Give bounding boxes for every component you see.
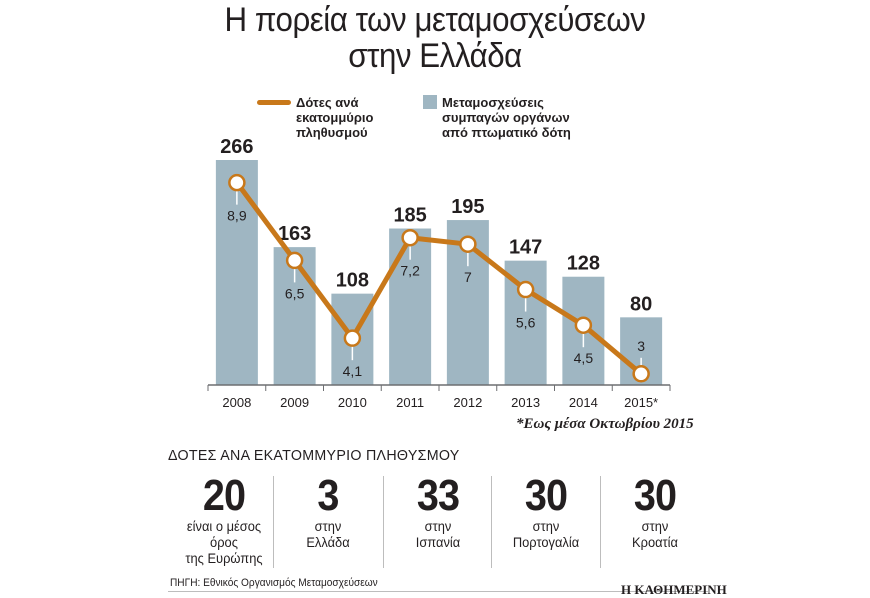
donor-rate-point: [343, 329, 362, 347]
stat-value: 3: [317, 471, 339, 520]
x-tick-label: 2008: [222, 395, 251, 410]
legend-line-swatch: [257, 100, 291, 105]
stat-label: είναι ο μέσος όρος της Ευρώπης: [185, 518, 263, 566]
donor-rate-point: [574, 316, 593, 334]
stat-value: 20: [202, 471, 246, 520]
donor-rate-label: 6,5: [285, 285, 305, 301]
stat-label: στην Ελλάδα: [306, 518, 350, 550]
stat-divider: [491, 476, 492, 568]
bar-value-label: 266: [220, 136, 253, 158]
legend-line-label: Δότες ανά εκατομμύριο πληθυσμού: [296, 95, 374, 140]
bar-value-label: 147: [509, 237, 542, 259]
stat-label: στην Κροατία: [632, 518, 678, 550]
stat-item: 30 στην Πορτογαλία: [494, 471, 598, 551]
stat-divider: [383, 476, 384, 568]
donor-rate-point: [632, 365, 650, 383]
chart-title-line-1: Η πορεία των μεταμοσχεύσεων: [224, 1, 646, 39]
footnote: *Εως μέσα Οκτωβρίου 2015: [516, 416, 694, 432]
bar-value-label: 185: [393, 205, 426, 227]
stat-item: 3 στην Ελλάδα: [276, 471, 380, 551]
donor-rate-label: 4,1: [343, 363, 363, 379]
bar-value-label: 108: [336, 270, 369, 292]
donor-rate-point: [228, 173, 246, 192]
combo-chart: 266 163 108 185 195 147 128 80 2008 2009 2010 2011 2…: [207, 136, 671, 410]
donor-rate-point: [285, 251, 304, 270]
bar-value-label: 163: [278, 223, 311, 245]
stat-item: 20 είναι ο μέσος όρος της Ευρώπης: [172, 471, 276, 567]
stat-divider: [600, 476, 601, 568]
donor-rate-label: 7,2: [400, 263, 420, 279]
donor-rate-point: [401, 228, 419, 247]
legend-bar-swatch: [423, 95, 437, 109]
donor-rate-label: 4,5: [574, 350, 594, 366]
stat-value: 30: [524, 471, 568, 520]
bar-value-label: 128: [567, 253, 600, 275]
donor-rate-point: [459, 235, 477, 253]
stat-item: 30 στην Κροατία: [603, 471, 707, 551]
x-tick-label: 2009: [280, 395, 309, 410]
x-tick-label: 2012: [453, 395, 482, 410]
stats-title: ΔΟΤΕΣ ΑΝΑ ΕΚΑΤΟΜΜΥΡΙΟ ΠΛΗΘΥΣΜΟΥ: [168, 447, 460, 464]
bar-value-label: 80: [630, 293, 652, 315]
chart-title-line-2: στην Ελλάδα: [348, 37, 522, 75]
donor-rate-point: [516, 280, 535, 299]
donor-rate-label: 8,9: [227, 208, 247, 224]
donor-rate-label: 7: [464, 269, 472, 285]
bar-value-label: 195: [451, 196, 484, 218]
x-tick-label: 2013: [511, 395, 540, 410]
stat-value: 33: [416, 471, 460, 520]
donor-rate-label: 3: [637, 338, 645, 354]
stat-label: στην Πορτογαλία: [512, 518, 580, 550]
stat-divider: [273, 476, 274, 568]
legend-bar-label: Μεταμοσχεύσεις συμπαγών οργάνων από πτωμ…: [442, 95, 571, 140]
donor-rate-line: [234, 180, 644, 377]
stat-label: στην Ισπανία: [415, 518, 461, 550]
x-tick-label: 2011: [396, 395, 424, 410]
brand-logo: Η ΚΑΘΗΜΕΡΙΝΗ: [621, 582, 727, 597]
x-tick-label: 2015*: [624, 395, 658, 410]
stat-item: 33 στην Ισπανία: [386, 471, 490, 551]
donor-rate-label: 5,6: [516, 315, 536, 331]
stat-value: 30: [633, 471, 677, 520]
footer-divider: [168, 591, 708, 592]
x-tick-label: 2014: [569, 395, 598, 410]
source-text: ΠΗΓΗ: Εθνικός Οργανισμός Μεταμοσχεύσεων: [170, 577, 378, 589]
x-tick-label: 2010: [338, 395, 367, 410]
